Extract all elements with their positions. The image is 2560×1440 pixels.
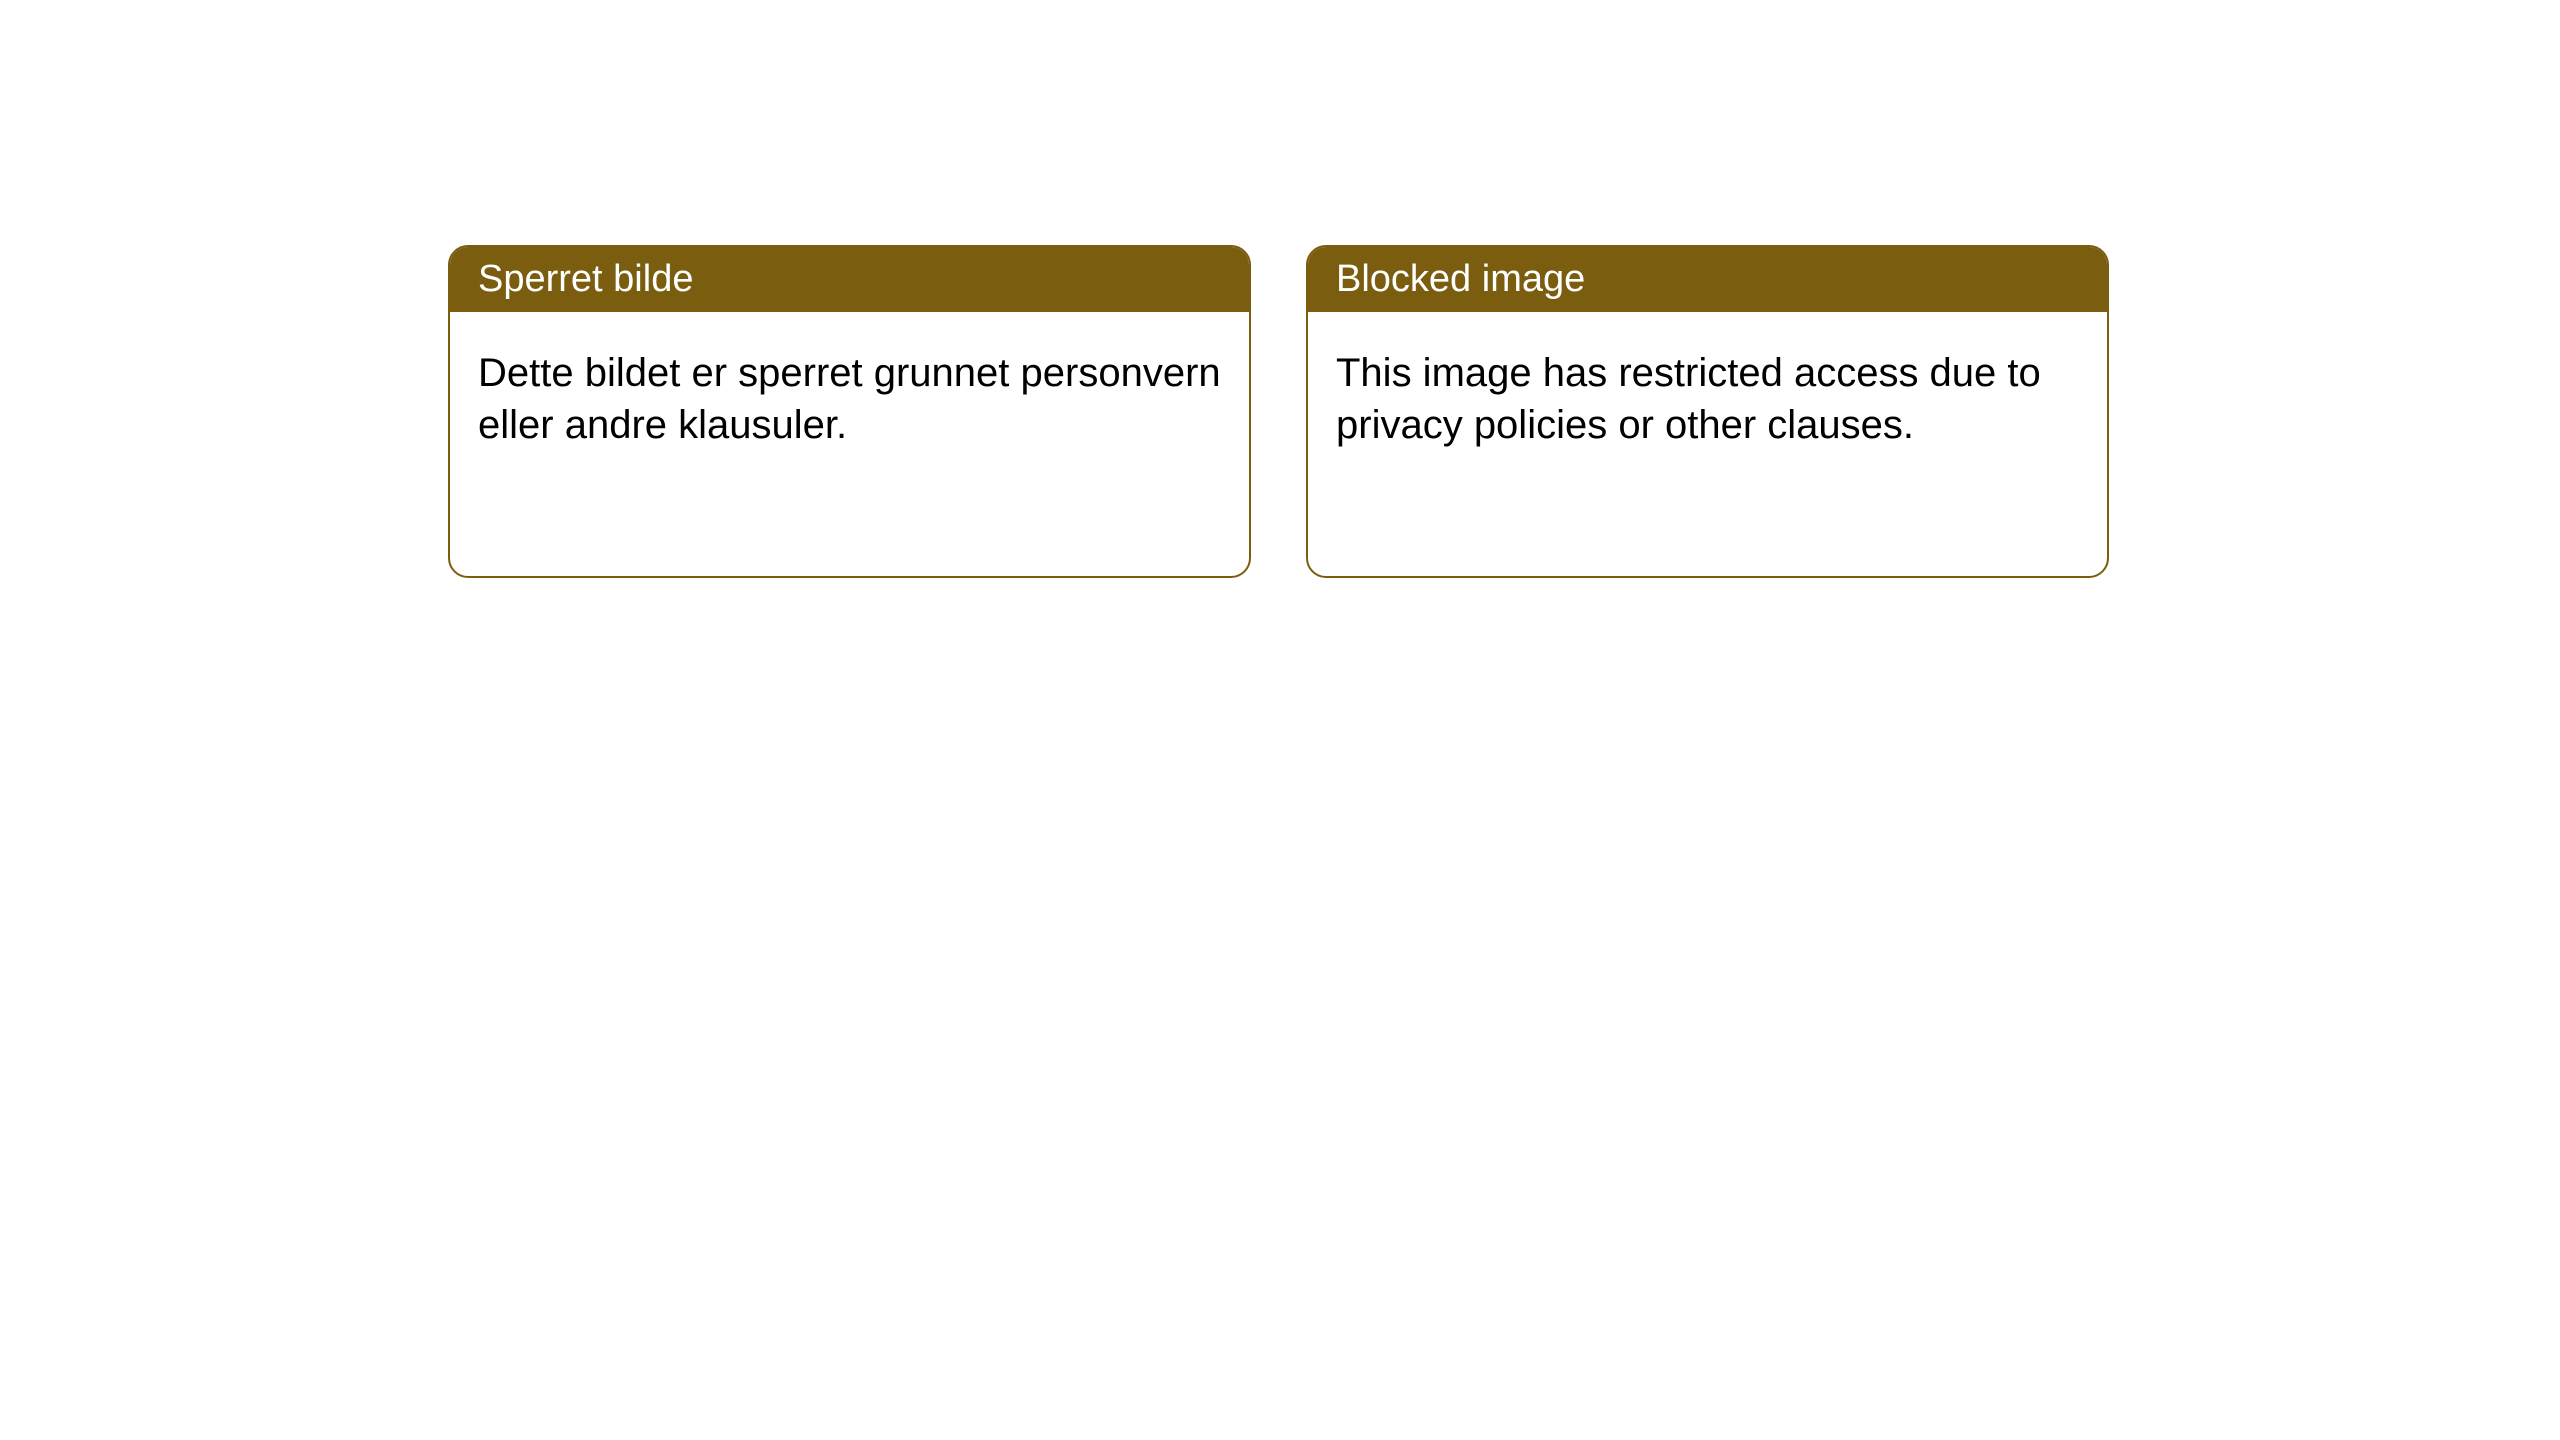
notice-header: Blocked image	[1308, 247, 2107, 312]
notice-body: Dette bildet er sperret grunnet personve…	[450, 312, 1249, 486]
notice-card-english: Blocked image This image has restricted …	[1306, 245, 2109, 578]
notice-header: Sperret bilde	[450, 247, 1249, 312]
notice-container: Sperret bilde Dette bildet er sperret gr…	[448, 245, 2109, 578]
notice-body: This image has restricted access due to …	[1308, 312, 2107, 486]
notice-card-norwegian: Sperret bilde Dette bildet er sperret gr…	[448, 245, 1251, 578]
